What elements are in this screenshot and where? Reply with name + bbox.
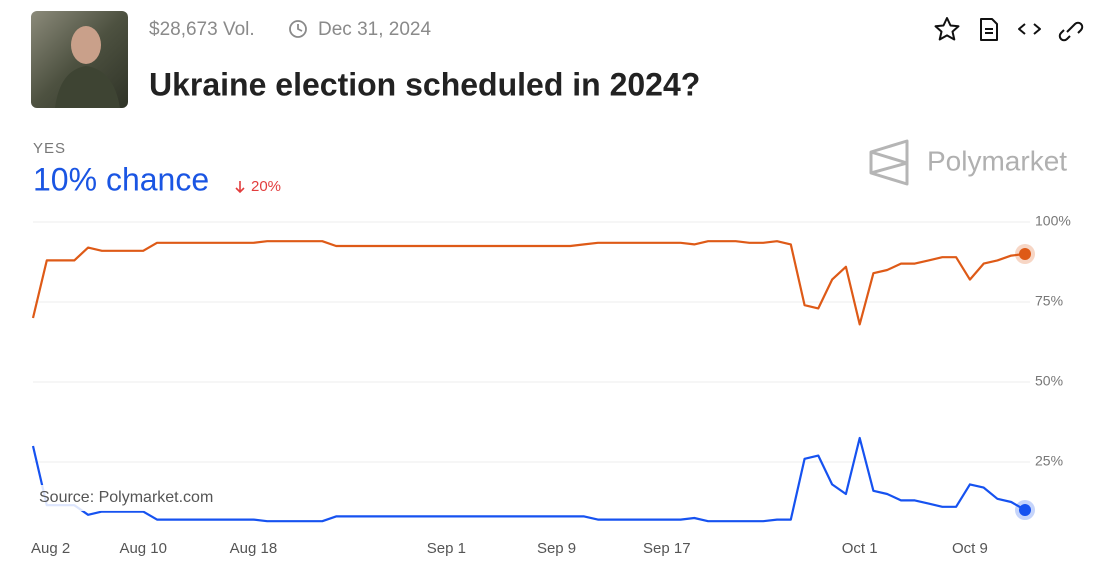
document-button[interactable] [980,18,998,41]
embed-button[interactable] [1018,23,1041,35]
logo-text: Polymarket [927,145,1067,176]
series-line [31,436,1026,523]
y-tick-label: 75% [1035,293,1063,309]
x-tick-label: Oct 9 [952,540,988,557]
end-date: Dec 31, 2024 [318,19,431,40]
x-tick-label: Sep 1 [427,540,466,557]
star-button[interactable] [934,17,960,41]
link-button[interactable] [1058,21,1084,42]
market-title: Ukraine election scheduled in 2024? [149,66,700,102]
outcome-label: YES [33,140,66,157]
logo-mark [869,139,909,186]
down-arrow [235,181,245,194]
end-dot [1019,504,1031,516]
end-dot [1019,248,1031,260]
y-tick-label: 50% [1035,373,1063,389]
x-tick-label: Sep 9 [537,540,576,557]
x-tick-label: Oct 1 [842,540,878,557]
source-box [33,485,241,511]
x-tick-label: Aug 10 [119,540,167,557]
thumbnail [31,11,128,108]
x-tick-label: Sep 17 [643,540,691,557]
x-tick-label: Aug 18 [230,540,278,557]
y-tick-label: 25% [1035,453,1063,469]
series-line [31,240,1026,326]
chance: 10% chance [33,161,209,197]
source: Source: Polymarket.com [39,489,213,506]
clock-icon [289,20,307,38]
change: 20% [251,178,281,195]
x-tick-label: Aug 2 [31,540,70,557]
y-tick-label: 100% [1035,213,1071,229]
plot: 25% 50% 75% 100% Aug 2 Aug 10 Aug 18 Sep 1 Sep 9… [31,213,1071,557]
volume: $28,673 Vol. [149,19,255,40]
